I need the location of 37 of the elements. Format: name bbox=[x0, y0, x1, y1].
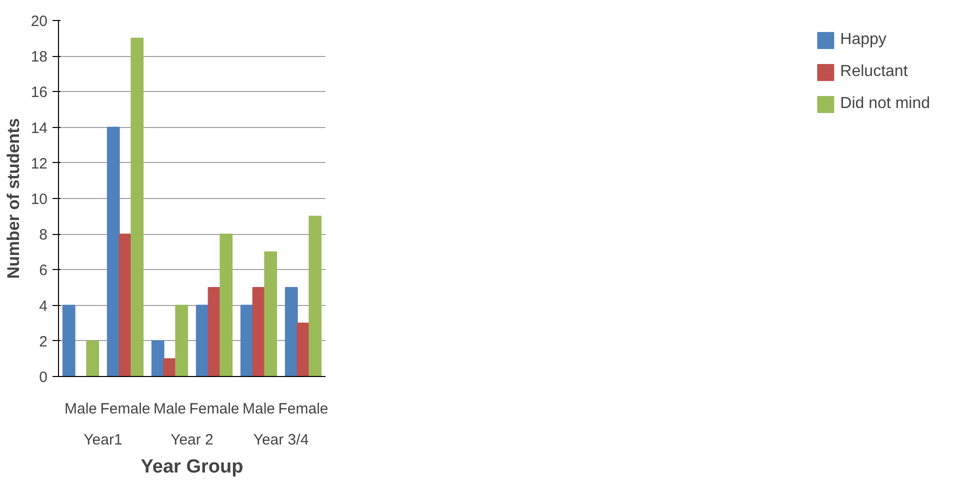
x-tick-label: Female bbox=[278, 400, 328, 418]
bar bbox=[106, 126, 120, 376]
legend-label: Happy bbox=[840, 31, 886, 49]
bar bbox=[284, 287, 298, 376]
text: Year 2 bbox=[170, 432, 214, 448]
y-tick-label: 0 bbox=[39, 369, 48, 386]
bar bbox=[86, 340, 100, 376]
y-tick-label: 18 bbox=[30, 48, 48, 66]
x-axis-title: Year Group bbox=[140, 456, 244, 478]
bar bbox=[175, 304, 188, 376]
text: Year1 bbox=[84, 432, 122, 448]
bar bbox=[130, 38, 144, 376]
legend-label: Did not mind bbox=[840, 95, 930, 113]
x-tick-label: Male bbox=[242, 400, 276, 418]
bar bbox=[308, 216, 322, 376]
bar bbox=[240, 304, 254, 376]
bar bbox=[62, 304, 76, 376]
x-tick-label: Male bbox=[64, 400, 98, 418]
y-tick-label: 14 bbox=[30, 120, 48, 137]
bar bbox=[220, 234, 233, 376]
x-tick-label: Male bbox=[153, 400, 186, 418]
y-tick-label: 2 bbox=[39, 333, 48, 350]
x-tick-label: Female bbox=[189, 400, 240, 418]
bar bbox=[264, 251, 278, 376]
y-tick-label: 16 bbox=[30, 84, 48, 102]
legend-label: Reluctant bbox=[840, 63, 908, 81]
y-tick-label: 20 bbox=[30, 13, 48, 30]
y-tick-label: 6 bbox=[39, 262, 48, 280]
y-tick-label: 4 bbox=[39, 298, 48, 315]
y-tick-label: 10 bbox=[30, 191, 48, 208]
bar bbox=[196, 304, 209, 376]
y-axis-title: Number of students bbox=[4, 118, 23, 279]
x-tick-label: Female bbox=[100, 400, 150, 418]
bar bbox=[151, 340, 164, 376]
y-tick-label: 12 bbox=[30, 155, 48, 172]
y-tick-label: 8 bbox=[39, 226, 48, 244]
text: Year 3/4 bbox=[253, 432, 309, 448]
